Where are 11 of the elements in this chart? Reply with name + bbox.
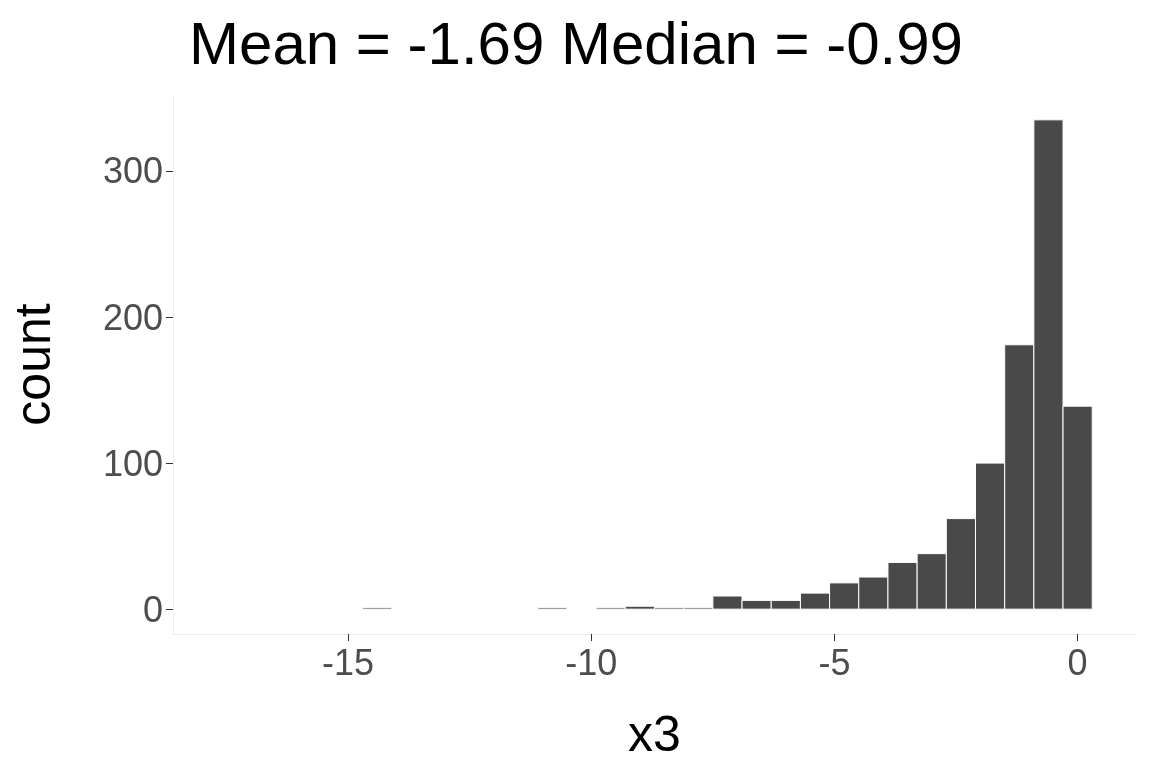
- y-tick-label: 0: [142, 588, 163, 630]
- y-tick-label: 200: [102, 296, 163, 338]
- x-tick-label: -5: [818, 641, 851, 683]
- y-tick-label: 100: [102, 442, 163, 484]
- x-tick-label: 0: [1067, 641, 1088, 683]
- x-tick-label: -15: [322, 641, 375, 683]
- y-axis-title: count: [5, 303, 61, 426]
- chart-title: Mean = -1.69 Median = -0.99: [189, 9, 963, 77]
- x-axis-title: x3: [628, 706, 681, 762]
- x-tick-label: -10: [565, 641, 618, 683]
- y-tick-label: 300: [102, 150, 163, 192]
